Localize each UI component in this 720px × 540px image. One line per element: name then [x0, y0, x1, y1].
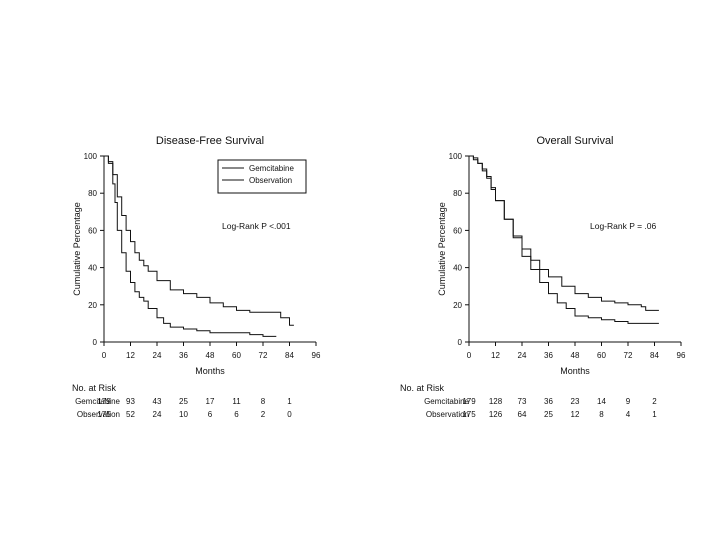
- at-risk-value: 24: [153, 410, 162, 419]
- y-tick-label: 40: [88, 264, 97, 273]
- y-tick-label: 40: [453, 264, 462, 273]
- at-risk-row-label: Observation: [77, 410, 120, 419]
- at-risk-value: 9: [626, 397, 631, 406]
- series-line-observation: [469, 155, 659, 324]
- series-line-gemcitabine: [104, 155, 294, 326]
- y-tick-label: 0: [458, 338, 463, 347]
- y-tick-label: 20: [88, 301, 97, 310]
- x-tick-label: 0: [467, 351, 472, 360]
- x-tick-label: 72: [259, 351, 268, 360]
- x-tick-label: 84: [285, 351, 294, 360]
- at-risk-value: 25: [179, 397, 188, 406]
- y-tick-label: 60: [453, 226, 462, 235]
- at-risk-value: 43: [153, 397, 162, 406]
- y-tick-label: 100: [84, 152, 98, 161]
- at-risk-value: 73: [518, 397, 527, 406]
- at-risk-value: 1: [652, 410, 657, 419]
- legend: Gemcitabine Observation: [217, 159, 307, 194]
- x-tick-label: 24: [518, 351, 527, 360]
- x-tick-label: 48: [571, 351, 580, 360]
- x-tick-label: 84: [650, 351, 659, 360]
- at-risk-value: 10: [179, 410, 188, 419]
- x-tick-label: 48: [206, 351, 215, 360]
- y-tick-label: 80: [88, 189, 97, 198]
- legend-label-gemcitabine: Gemcitabine: [249, 164, 294, 173]
- at-risk-value: 17: [206, 397, 215, 406]
- at-risk-value: 6: [234, 410, 239, 419]
- x-tick-label: 12: [491, 351, 500, 360]
- y-tick-label: 80: [453, 189, 462, 198]
- chart-title: Overall Survival: [536, 135, 613, 147]
- at-risk-row-label: Observation: [426, 410, 469, 419]
- at-risk-value: 0: [287, 410, 292, 419]
- at-risk-value: 179: [462, 397, 476, 406]
- at-risk-value: 2: [261, 410, 266, 419]
- legend-box: [217, 159, 307, 194]
- x-tick-label: 12: [126, 351, 135, 360]
- at-risk-value: 4: [626, 410, 631, 419]
- series-line-observation: [104, 155, 277, 337]
- y-tick-label: 100: [449, 152, 463, 161]
- at-risk-value: 128: [489, 397, 503, 406]
- at-risk-value: 64: [518, 410, 527, 419]
- at-risk-value: 36: [544, 397, 553, 406]
- x-tick-label: 36: [179, 351, 188, 360]
- x-tick-label: 24: [153, 351, 162, 360]
- x-tick-label: 72: [624, 351, 633, 360]
- at-risk-value: 175: [97, 410, 111, 419]
- y-axis-label: Cumulative Percentage: [437, 202, 447, 296]
- at-risk-value: 14: [597, 397, 606, 406]
- at-risk-value: 23: [571, 397, 580, 406]
- log-rank-annotation: Log-Rank P = .06: [590, 221, 657, 231]
- x-tick-label: 96: [677, 351, 686, 360]
- at-risk-value: 6: [208, 410, 213, 419]
- at-risk-value: 2: [652, 397, 657, 406]
- at-risk-header: No. at Risk: [72, 383, 117, 393]
- series-line-gemcitabine: [469, 155, 659, 311]
- at-risk-value: 93: [126, 397, 135, 406]
- at-risk-header: No. at Risk: [400, 383, 445, 393]
- x-tick-label: 0: [102, 351, 107, 360]
- at-risk-value: 126: [489, 410, 503, 419]
- at-risk-value: 8: [261, 397, 266, 406]
- y-tick-label: 0: [93, 338, 98, 347]
- at-risk-value: 12: [571, 410, 580, 419]
- y-axis-label: Cumulative Percentage: [72, 202, 82, 296]
- chart-title: Disease-Free Survival: [156, 135, 264, 147]
- at-risk-value: 175: [462, 410, 476, 419]
- x-tick-label: 60: [597, 351, 606, 360]
- at-risk-row-label: Gemcitabine: [75, 397, 120, 406]
- x-tick-label: 96: [312, 351, 321, 360]
- at-risk-value: 11: [232, 397, 241, 406]
- at-risk-row-label: Gemcitabine: [424, 397, 469, 406]
- legend-label-observation: Observation: [249, 176, 292, 185]
- x-tick-label: 60: [232, 351, 241, 360]
- at-risk-value: 1: [287, 397, 292, 406]
- at-risk-value: 52: [126, 410, 135, 419]
- y-tick-label: 20: [453, 301, 462, 310]
- y-tick-label: 60: [88, 226, 97, 235]
- x-axis-label: Months: [195, 366, 225, 376]
- at-risk-value: 179: [97, 397, 111, 406]
- at-risk-value: 25: [544, 410, 553, 419]
- x-tick-label: 36: [544, 351, 553, 360]
- x-axis-label: Months: [560, 366, 590, 376]
- log-rank-annotation: Log-Rank P <.001: [222, 221, 291, 231]
- at-risk-value: 8: [599, 410, 604, 419]
